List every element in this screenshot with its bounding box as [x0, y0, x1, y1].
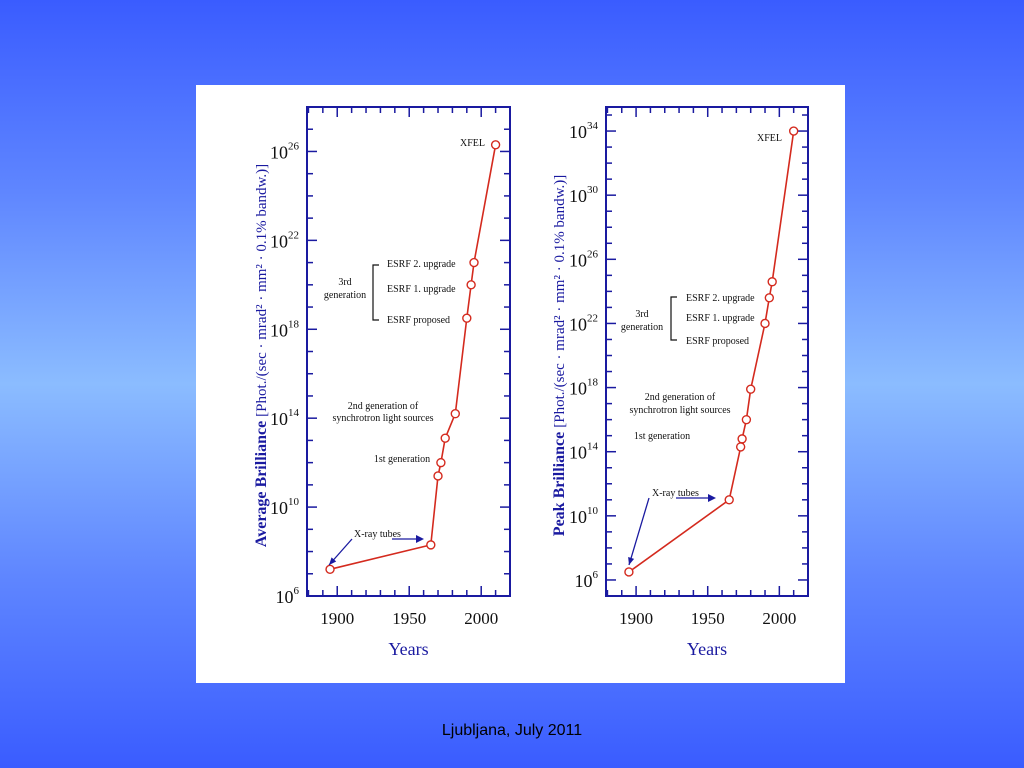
data-point [469, 257, 479, 268]
annotation-1st: 1st generation [634, 431, 690, 442]
data-point [764, 293, 775, 303]
data-point [462, 313, 472, 323]
xray-arrow-left [628, 497, 650, 566]
annotation-xray: X-ray tubes [354, 529, 401, 540]
annotation-esrf2: ESRF 2. upgrade [387, 259, 456, 270]
annotation-esrf2: ESRF 2. upgrade [686, 293, 755, 304]
y-tick-label: 1022 [569, 312, 598, 334]
data-point [450, 409, 460, 419]
annotation-3rd: 3rd [635, 309, 648, 320]
data-point [436, 457, 446, 468]
annotation-esrfp: ESRF proposed [686, 336, 749, 347]
annotation-2nd-line1: 2nd generation of [348, 401, 419, 412]
x-tick-label: 1900 [320, 609, 354, 628]
y-tick-label: 1018 [569, 377, 599, 399]
y-tick-label: 1018 [270, 318, 300, 340]
annotation-2nd-line1: 2nd generation of [645, 392, 716, 403]
data-point [741, 414, 752, 425]
data-point [440, 433, 450, 443]
plot-frame [605, 106, 809, 597]
series-line [628, 130, 795, 573]
chart-1: 106 1010 1014 1018 1022 1026 1900 1950 2000 Years… [253, 106, 511, 659]
annotation-generation: generation [621, 322, 663, 333]
data-point [745, 384, 756, 394]
y-tick-label: 1034 [569, 120, 599, 142]
chart-2: 106 1010 1014 1018 1022 1026 1030 1034 1900 1950 2… [551, 106, 809, 659]
data-point [624, 567, 634, 577]
annotation-esrf1: ESRF 1. upgrade [686, 313, 755, 324]
annotation-xray: X-ray tubes [652, 488, 699, 499]
annotation-xfel: XFEL [460, 138, 485, 149]
y-tick-label: 1030 [569, 184, 599, 206]
x-axis-label: Years [388, 639, 428, 659]
data-point [490, 140, 501, 150]
bracket [372, 264, 379, 321]
xray-arrowhead-left [329, 557, 337, 565]
annotation-xfel: XFEL [757, 133, 782, 144]
x-axis-label: Years [687, 639, 727, 659]
data-point [426, 540, 436, 550]
x-tick-label: 1900 [619, 609, 653, 628]
y-tick-label: 106 [276, 585, 300, 607]
annotation-2nd-line2: synchrotron light sources [629, 405, 730, 416]
x-tick-label: 2000 [762, 609, 796, 628]
data-point [433, 471, 443, 481]
data-point [760, 318, 770, 329]
y-tick-label: 106 [575, 569, 599, 591]
x-tick-label: 2000 [464, 609, 498, 628]
annotation-2nd-line2: synchrotron light sources [332, 413, 433, 424]
bracket [670, 296, 677, 341]
y-axis-label: Average Brilliance [Phot./(sec · mrad² ·… [253, 164, 270, 547]
annotation-3rd: 3rd [338, 277, 351, 288]
data-point [325, 564, 335, 575]
annotation-generation: generation [324, 290, 366, 301]
data-point [767, 277, 777, 287]
slide-footer: Ljubljana, July 2011 [441, 722, 583, 739]
y-tick-label: 1014 [569, 441, 599, 463]
plot-frame [306, 106, 511, 597]
y-axis-label: Peak Brilliance [Phot./(sec · mrad² · mm… [551, 175, 568, 536]
data-point [735, 442, 746, 452]
x-tick-label: 1950 [392, 609, 426, 628]
xray-arrowhead-left [628, 557, 635, 565]
y-tick-label: 1022 [270, 229, 299, 251]
data-point [737, 434, 747, 444]
data-point [466, 280, 476, 290]
y-tick-label: 1010 [270, 496, 300, 518]
xray-arrowhead-right [416, 535, 424, 543]
y-tick-label: 1026 [270, 140, 300, 162]
y-tick-label: 1026 [569, 248, 599, 270]
figure-panel: 106 1010 1014 1018 1022 1026 1900 1950 2000 Years… [196, 85, 845, 683]
data-point [724, 495, 734, 505]
data-point [788, 126, 799, 136]
annotation-esrf1: ESRF 1. upgrade [387, 284, 456, 295]
brilliance-charts: 106 1010 1014 1018 1022 1026 1900 1950 2000 Years… [253, 106, 809, 659]
y-tick-label: 1014 [270, 407, 300, 429]
xray-arrowhead-right [708, 494, 716, 502]
y-tick-label: 1010 [569, 505, 599, 527]
annotation-1st: 1st generation [374, 454, 430, 465]
x-tick-label: 1950 [691, 609, 725, 628]
series-line [329, 144, 497, 571]
annotation-esrfp: ESRF proposed [387, 315, 450, 326]
